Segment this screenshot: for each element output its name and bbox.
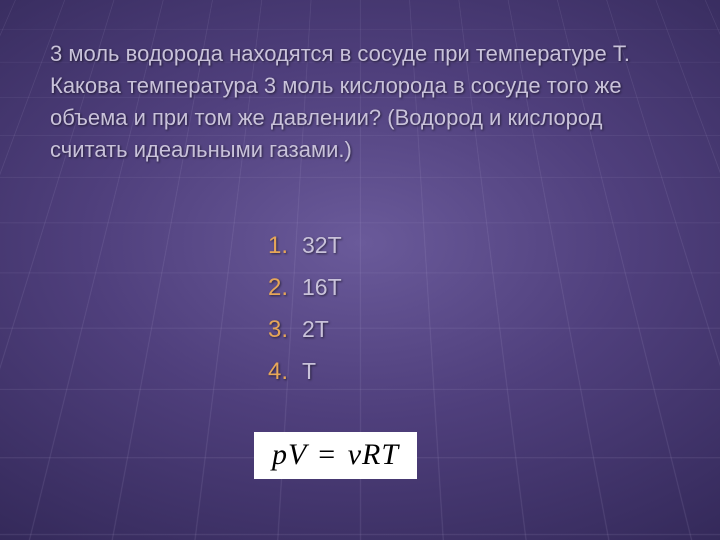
answer-list: 1. 32Т 2. 16Т 3. 2Т 4. Т	[248, 232, 342, 400]
slide: 3 моль водорода находятся в сосуде при т…	[0, 0, 720, 540]
answer-item[interactable]: 4. Т	[248, 358, 342, 386]
answer-number: 2.	[248, 274, 288, 302]
answer-number: 1.	[248, 232, 288, 260]
equation-T: T	[381, 438, 399, 471]
equation-p: p	[272, 438, 288, 471]
answer-number: 4.	[248, 358, 288, 386]
question-text: 3 моль водорода находятся в сосуде при т…	[50, 38, 670, 166]
answer-item[interactable]: 1. 32Т	[248, 232, 342, 260]
answer-item[interactable]: 3. 2Т	[248, 316, 342, 344]
equation-nu: ν	[348, 438, 362, 471]
equation-equals: =	[315, 438, 339, 471]
answer-number: 3.	[248, 316, 288, 344]
answer-item[interactable]: 2. 16Т	[248, 274, 342, 302]
equation-V: V	[288, 438, 307, 471]
answer-label: 32Т	[302, 232, 342, 259]
equation-R: R	[362, 438, 381, 471]
answer-label: 16Т	[302, 274, 342, 301]
answer-label: Т	[302, 358, 316, 385]
equation-box: pV = νRT	[254, 432, 417, 479]
answer-label: 2Т	[302, 316, 329, 343]
